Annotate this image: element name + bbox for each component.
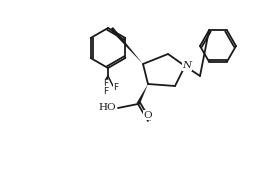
Text: F: F: [103, 78, 109, 87]
Text: O: O: [144, 111, 152, 120]
Text: N: N: [182, 61, 191, 71]
Text: HO: HO: [98, 103, 116, 112]
Polygon shape: [110, 27, 143, 64]
Text: F: F: [103, 87, 109, 96]
Polygon shape: [136, 84, 148, 105]
Text: F: F: [114, 83, 119, 92]
